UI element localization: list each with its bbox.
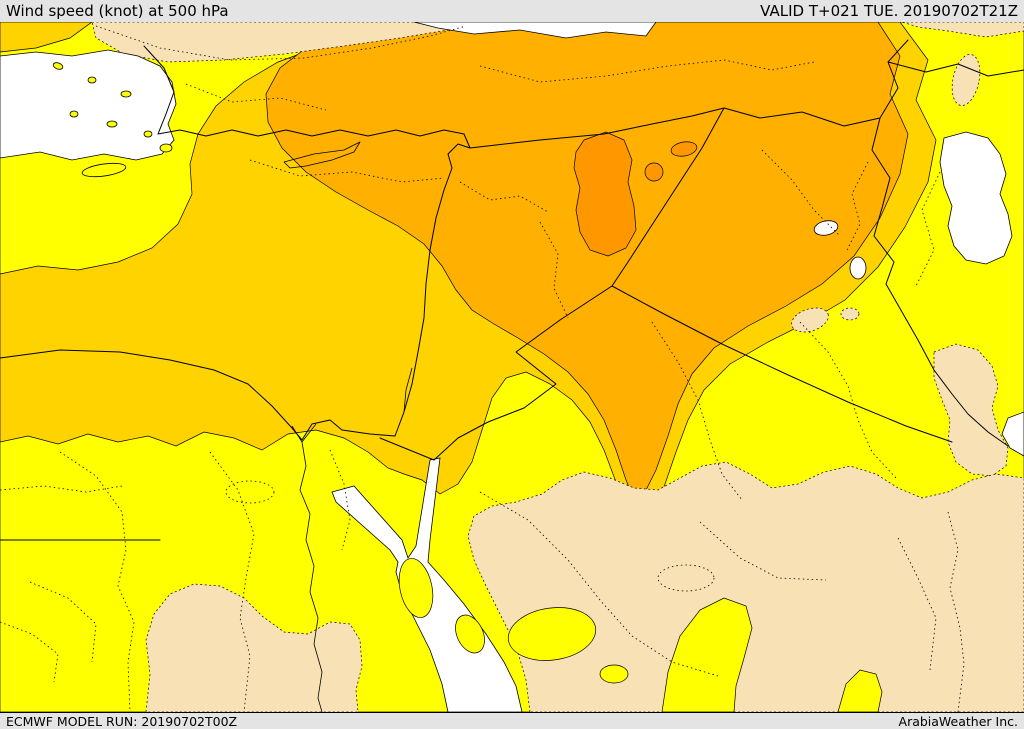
band-orange-main [265,22,909,505]
lake-van [813,220,839,236]
valid-time-label: VALID T+021 TUE. 20190702T21Z [760,2,1018,20]
dotted-line-egypt-c [329,449,351,551]
band-pale-bottom-right [467,461,1024,712]
rhodes-island [159,143,173,153]
aegean-island-5 [106,120,118,128]
aegean-sea-calm-area [0,49,177,161]
border-syria-iraq [611,107,725,287]
dotted-line-turkey-west [185,83,327,111]
dotted-line-saudi-a [479,491,719,677]
band-deep-orange-core [573,131,637,257]
band-pale-bottom-left [145,583,363,712]
band-yellow-blob-c [507,607,597,661]
band-pale-top-strip [91,22,471,63]
map-header: Wind speed (knot) at 500 hPa VALID T+021… [0,0,1024,22]
dotted-line-egypt-west [0,485,123,493]
persian-gulf-calm-notch [1001,411,1024,457]
map-title: Wind speed (knot) at 500 hPa [6,2,229,20]
crete-island [81,162,127,178]
band-deep-orange-spot [644,162,664,182]
border-egypt-israel [379,437,435,461]
band-pale-topright-strip [901,22,1024,38]
aegean-island-6 [143,130,153,138]
aegean-island-2 [87,76,97,84]
band-yellow-blob-d [599,664,629,684]
red-sea-yellow-patch-a [398,558,434,618]
border-turkey-caucasus [879,39,1024,119]
levant-turkey-coastline [143,45,471,437]
dotted-line-egypt-a [59,451,135,712]
cyprus-island-outline [283,141,361,169]
dotted-line-saudi-d [947,511,965,712]
border-turkey-iraq [723,107,881,127]
nile-river [291,423,323,712]
dotted-line-iran-east [915,171,941,287]
band-pale-patch-a [791,307,829,333]
red-sea-yellow-patch-b [455,614,485,654]
dotted-loop-egypt [225,480,275,504]
credit-label: ArabiaWeather Inc. [898,713,1018,729]
dotted-line-levant [459,181,549,213]
north-africa-levant-coastline [0,349,396,441]
band-pale-right-mid [933,343,1009,477]
dotted-line-top-strip [95,25,467,61]
caspian-sea-calm-area [939,131,1013,265]
band-deep-orange-patch [670,141,698,157]
border-iraq-saudi [611,285,953,443]
jordan-river-line [403,367,413,413]
band-yellow-wedge-a [661,597,753,712]
lake-urmia [849,256,867,280]
aegean-island-4 [69,110,79,118]
dotted-line-syria [539,221,569,319]
black-sea-calm-sliver [413,22,657,39]
border-turkey-syria [469,107,725,149]
aegean-island-3 [120,90,132,98]
dotted-line-bottom-left [0,581,97,683]
model-run-label: ECMWF MODEL RUN: 20190702T00Z [6,713,238,729]
band-gold-topleft-corner [0,22,93,53]
map-footer: ECMWF MODEL RUN: 20190702T00Z ArabiaWeat… [0,712,1024,729]
dotted-line-iran-west [845,161,869,253]
dotted-line-turkey-south [249,159,445,183]
band-pale-right-squiggle [951,54,981,106]
aegean-island-1 [52,62,64,70]
band-yellow-wedge-b [837,669,883,712]
band-pale-patch-b [840,307,860,321]
dotted-loop-saudi [657,564,715,592]
wind-speed-map [0,22,1024,712]
border-jordan [433,285,613,461]
border-iraq-iran [871,117,1009,447]
